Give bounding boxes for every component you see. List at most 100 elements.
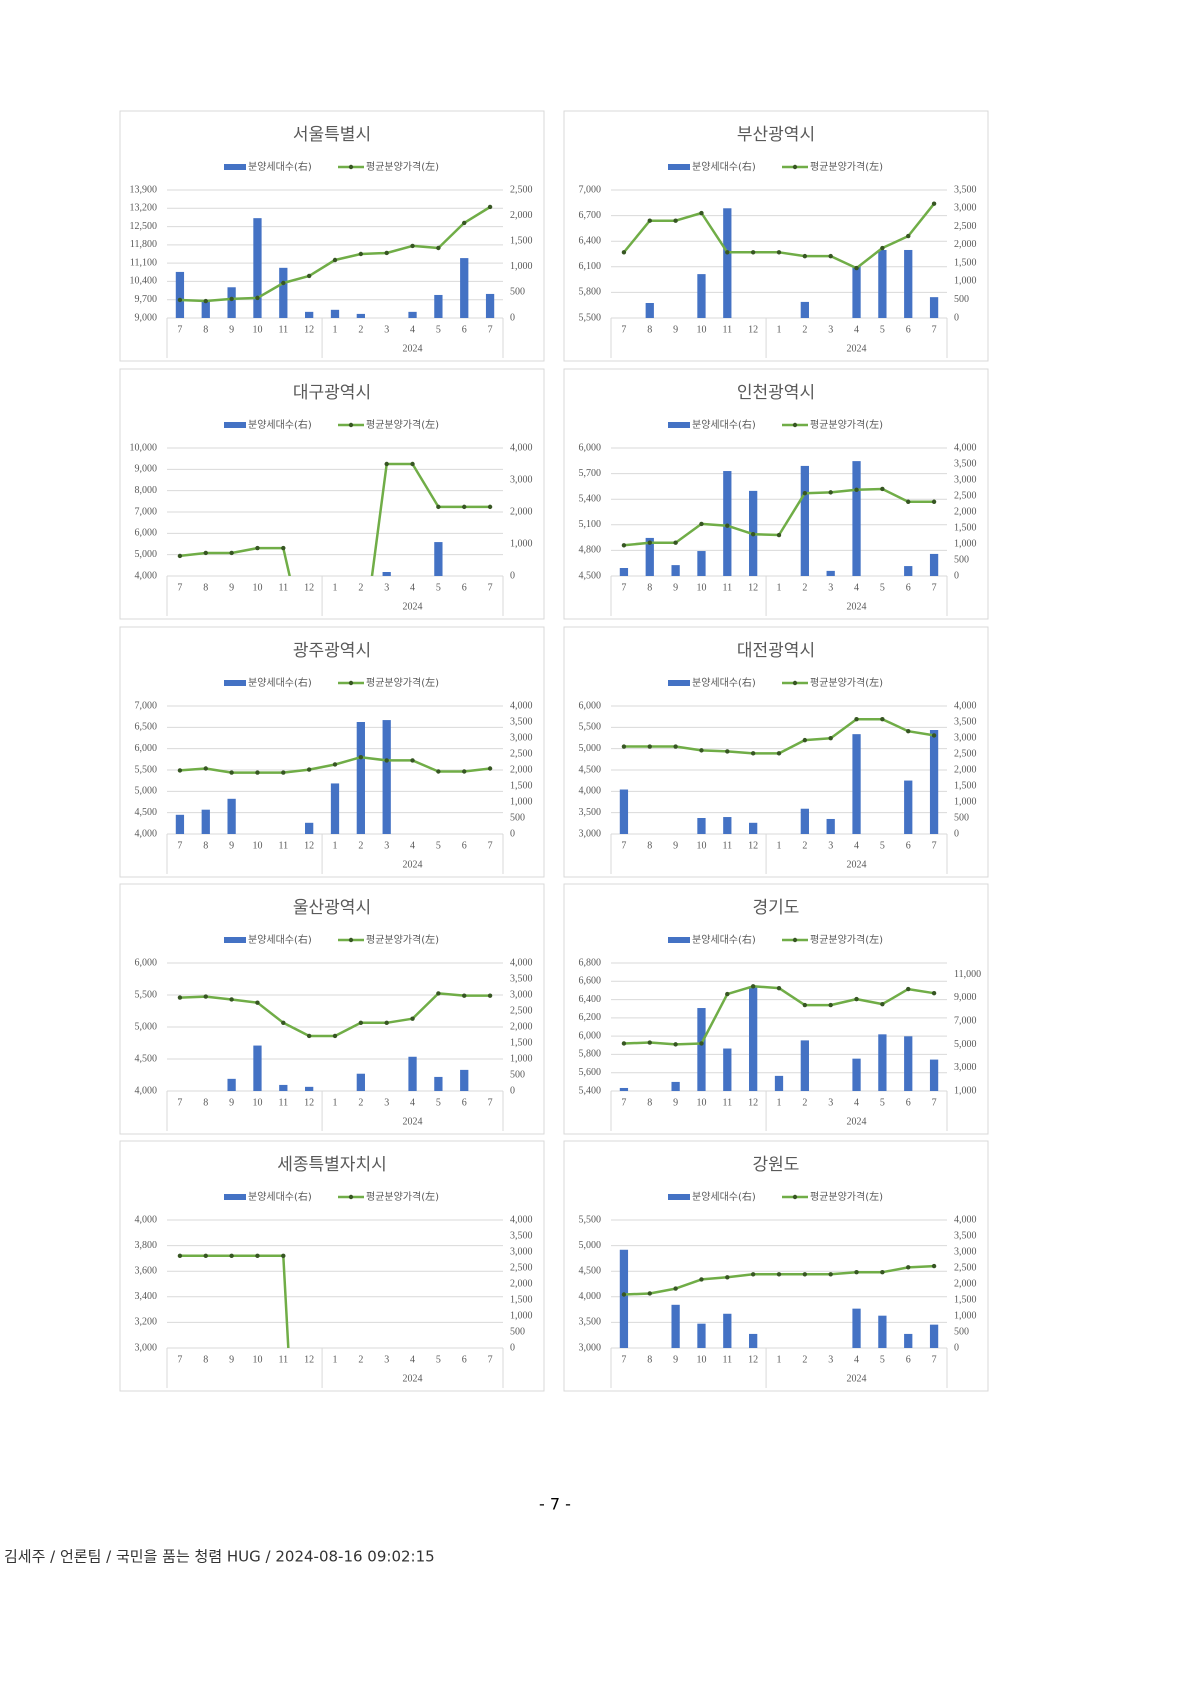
line-point — [699, 1041, 704, 1046]
x-tick-label: 4 — [410, 1097, 415, 1108]
bar — [227, 798, 236, 834]
plot-area — [619, 717, 939, 834]
x-tick-label: 11 — [278, 1354, 288, 1365]
chart-frame — [119, 626, 545, 878]
y2-tick-label: 1,000 — [954, 1310, 977, 1321]
chart-title: 부산광역시 — [737, 125, 815, 145]
chart-title: 광주광역시 — [293, 641, 371, 661]
x-tick-label: 2 — [358, 1354, 363, 1365]
chart: 세종특별자치시 3,000 3,200 3,400 3,600 3,800 4,000 0 50… — [119, 1140, 545, 1392]
chart-frame — [119, 1140, 545, 1392]
x-tick-label: 7 — [932, 840, 937, 851]
y-tick-label: 4,000 — [135, 828, 158, 839]
line-point — [647, 1291, 652, 1296]
y2-tick-label: 3,000 — [954, 732, 977, 743]
bar — [434, 294, 443, 318]
y-tick-label: 3,800 — [135, 1240, 158, 1251]
plot-area — [175, 204, 495, 318]
y-tick-label: 5,700 — [579, 468, 602, 479]
x-tick-label: 11 — [722, 582, 732, 593]
legend-label: 분양세대수(右) — [248, 933, 312, 946]
y2-tick-label: 3,000 — [954, 203, 977, 214]
y2-tick-label: 3,000 — [954, 1062, 977, 1073]
y-tick-label: 8,000 — [135, 485, 158, 496]
y2-tick-label: 2,500 — [954, 1262, 977, 1273]
y-tick-label: 11,800 — [130, 239, 157, 250]
legend-label: 분양세대수(右) — [692, 933, 756, 946]
y2-tick-label: 2,500 — [954, 221, 977, 232]
line-point — [281, 280, 286, 286]
legend-marker — [792, 164, 798, 170]
line-point — [384, 1020, 389, 1026]
x-tick-label: 1 — [333, 1097, 338, 1108]
line-point — [177, 297, 183, 303]
x-tick-label: 3 — [384, 840, 389, 851]
x-tick-label: 3 — [384, 582, 389, 593]
legend-label: 분양세대수(右) — [248, 1190, 312, 1203]
line-point — [673, 218, 678, 223]
x-tick-label: 7 — [177, 840, 182, 851]
chart: 부산광역시 5,500 5,800 6,100 6,400 6,700 7,000 0 500 1… — [563, 110, 989, 362]
y-tick-label: 7,000 — [135, 506, 158, 517]
chart-title: 대전광역시 — [737, 641, 815, 661]
x-tick-label: 5 — [880, 582, 885, 593]
line-point — [621, 744, 627, 749]
x-tick-label: 7 — [488, 840, 493, 851]
line-point — [306, 273, 312, 279]
x-tick-label: 7 — [488, 582, 493, 593]
bar — [749, 1333, 758, 1348]
y2-tick-label: 1,000 — [510, 261, 533, 272]
bar — [826, 570, 835, 576]
bar — [619, 568, 629, 576]
legend-label: 평균분양가격(左) — [810, 1190, 883, 1203]
line-point — [203, 994, 208, 999]
x-tick-label: 3 — [828, 1354, 833, 1365]
x-tick-label: 7 — [621, 840, 626, 851]
bar — [305, 1086, 314, 1091]
y-tick-label: 4,000 — [579, 786, 602, 797]
x-tick-label: 6 — [906, 1354, 911, 1365]
line-point — [487, 766, 493, 771]
y2-tick-label: 2,000 — [510, 1278, 533, 1289]
x-tick-label: 3 — [828, 324, 833, 335]
line-point — [880, 1001, 885, 1007]
bar — [671, 1081, 680, 1091]
y2-tick-label: 0 — [510, 828, 515, 839]
bar — [800, 808, 809, 834]
legend-label: 평균분양가격(左) — [810, 160, 883, 173]
x-tick-label: 2 — [802, 840, 807, 851]
legend-marker — [348, 937, 354, 943]
bar — [382, 572, 391, 576]
chart-frame — [119, 883, 545, 1135]
bar — [749, 986, 758, 1091]
x-tick-label: 12 — [748, 1354, 758, 1365]
legend-swatch — [224, 1194, 246, 1200]
x-tick-label: 1 — [777, 324, 782, 335]
y2-tick-label: 0 — [510, 312, 515, 323]
y-tick-label: 6,000 — [579, 442, 602, 453]
line-point — [802, 253, 808, 259]
legend-label: 평균분양가격(左) — [810, 676, 883, 689]
line-point — [281, 1020, 286, 1026]
line-point — [776, 751, 782, 756]
x-tick-label: 4 — [410, 582, 415, 593]
y-tick-label: 4,000 — [135, 570, 158, 581]
chart: 대구광역시 4,000 5,000 6,000 7,000 8,000 9,000 10,00… — [119, 368, 545, 620]
line-point — [828, 736, 833, 741]
x-tick-label: 4 — [854, 840, 859, 851]
line-point — [229, 997, 234, 1002]
x-tick-label: 6 — [462, 582, 467, 593]
y2-tick-label: 1,500 — [954, 257, 977, 268]
y2-tick-label: 3,000 — [510, 732, 533, 743]
plot-area — [619, 461, 939, 576]
y2-tick-label: 0 — [954, 1342, 959, 1353]
bar — [697, 818, 706, 834]
bar — [852, 734, 861, 834]
line-point — [410, 1016, 415, 1021]
bar — [697, 1008, 706, 1091]
bar — [279, 1084, 288, 1091]
legend-label: 분양세대수(右) — [248, 160, 312, 173]
line-point — [229, 770, 234, 775]
bar — [671, 1304, 680, 1348]
y2-tick-label: 0 — [510, 1085, 515, 1096]
